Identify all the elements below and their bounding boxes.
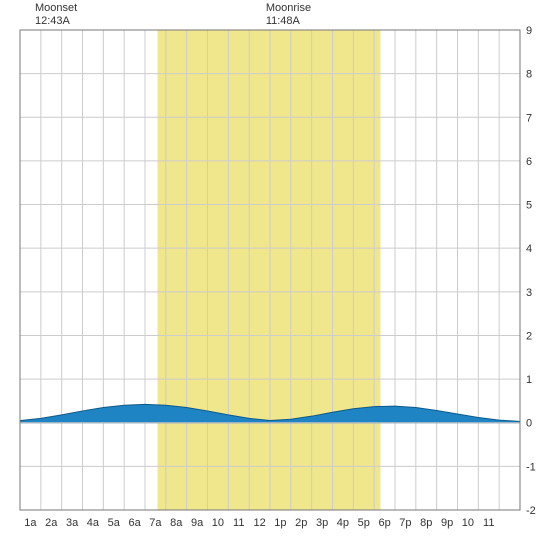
x-tick-label: 11 — [483, 517, 494, 529]
x-tick-label: 2a — [45, 517, 58, 529]
daylight-band — [158, 30, 381, 510]
y-tick-label: -1 — [526, 461, 536, 473]
y-tick-label: 4 — [526, 243, 532, 255]
y-tick-label: 8 — [526, 69, 532, 81]
y-tick-label: 0 — [526, 418, 532, 430]
y-tick-label: 9 — [526, 25, 532, 37]
x-tick-label: 9a — [191, 517, 204, 529]
moonset-label-time: 12:43A — [35, 15, 77, 28]
x-tick-label: 4p — [337, 517, 349, 529]
y-tick-label: -2 — [526, 505, 536, 517]
y-tick-label: 1 — [526, 374, 532, 386]
x-tick-label: 12 — [253, 517, 265, 529]
x-tick-label: 10 — [462, 517, 474, 529]
x-tick-label: 4a — [87, 517, 100, 529]
x-tick-label: 8a — [170, 517, 183, 529]
x-tick-label: 8p — [420, 517, 432, 529]
x-tick-label: 1p — [274, 517, 286, 529]
x-tick-label: 11 — [233, 517, 244, 529]
moonset-label-title: Moonset — [35, 2, 77, 15]
moonset-label: Moonset12:43A — [35, 2, 77, 28]
tide-chart: -2-101234567891a2a3a4a5a6a7a8a9a1011121p… — [0, 0, 550, 550]
x-tick-label: 5p — [358, 517, 370, 529]
x-tick-label: 5a — [108, 517, 121, 529]
moonrise-label-title: Moonrise — [266, 2, 311, 15]
moonrise-label: Moonrise11:48A — [266, 2, 311, 28]
y-tick-label: 2 — [526, 330, 532, 342]
x-tick-label: 7a — [149, 517, 162, 529]
moonrise-label-time: 11:48A — [266, 15, 311, 28]
x-tick-label: 10 — [212, 517, 224, 529]
x-tick-label: 1a — [24, 517, 37, 529]
y-tick-label: 7 — [526, 112, 532, 124]
x-tick-label: 9p — [441, 517, 453, 529]
x-tick-label: 2p — [295, 517, 307, 529]
x-tick-label: 7p — [399, 517, 411, 529]
y-tick-label: 3 — [526, 287, 532, 299]
x-tick-label: 3a — [66, 517, 79, 529]
x-tick-label: 6p — [378, 517, 390, 529]
y-tick-label: 6 — [526, 156, 532, 168]
x-tick-label: 3p — [316, 517, 328, 529]
x-tick-label: 6a — [128, 517, 141, 529]
y-tick-label: 5 — [526, 200, 532, 212]
